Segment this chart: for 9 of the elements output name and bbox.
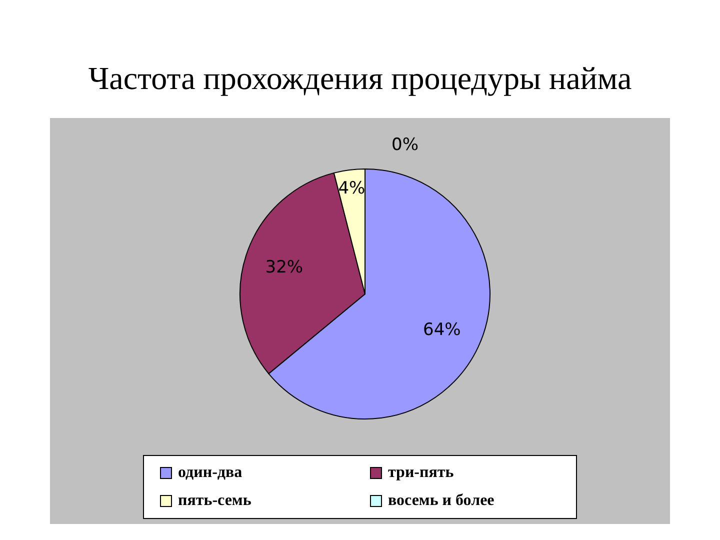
legend-label: один-два <box>178 464 242 482</box>
chart-title: Частота прохождения процедуры найма <box>87 59 633 98</box>
legend-label: восемь и более <box>388 492 494 510</box>
text: 0% <box>392 135 418 155</box>
legend-label: пять-семь <box>178 492 252 510</box>
data-label: 4% <box>338 178 366 199</box>
data-label: 64% <box>423 320 461 340</box>
data-label: 32% <box>265 258 304 278</box>
legend-label: три-пять <box>388 464 454 482</box>
